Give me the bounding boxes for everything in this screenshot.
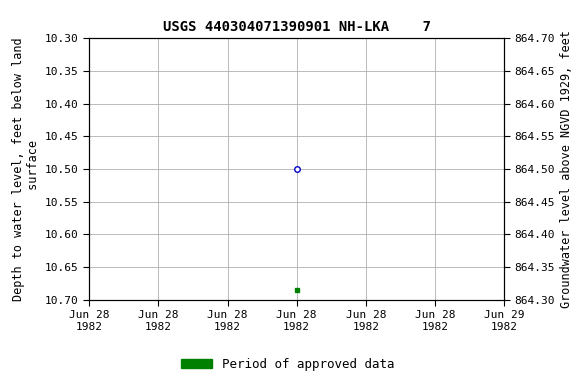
Y-axis label: Depth to water level, feet below land
 surface: Depth to water level, feet below land su… xyxy=(12,37,40,301)
Legend: Period of approved data: Period of approved data xyxy=(176,353,400,376)
Y-axis label: Groundwater level above NGVD 1929, feet: Groundwater level above NGVD 1929, feet xyxy=(560,30,574,308)
Title: USGS 440304071390901 NH-LKA    7: USGS 440304071390901 NH-LKA 7 xyxy=(162,20,431,35)
